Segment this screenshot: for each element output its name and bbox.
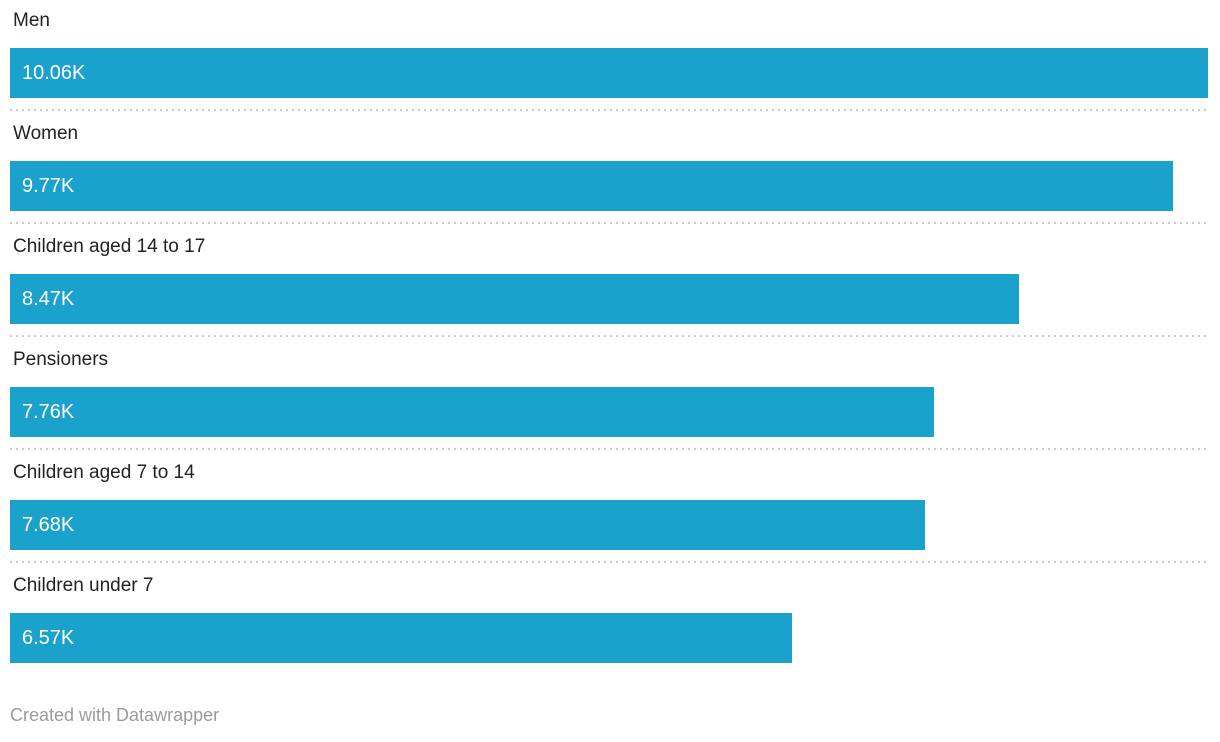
bar: 6.57K	[10, 613, 793, 663]
category-label: Children under 7	[13, 575, 154, 596]
chart-footer: Created with Datawrapper	[10, 703, 1220, 727]
bar: 8.47K	[10, 274, 1019, 324]
bar-row: Women 9.77K	[10, 121, 1208, 211]
bar-value-label: 9.77K	[22, 174, 75, 197]
bar: 9.77K	[10, 161, 1174, 211]
bar: 10.06K	[10, 48, 1208, 98]
row-separator	[10, 222, 1208, 224]
row-separator	[10, 335, 1208, 337]
bar: 7.76K	[10, 387, 935, 437]
category-label: Children aged 7 to 14	[13, 462, 195, 483]
row-separator	[10, 561, 1208, 563]
bar-value-label: 7.76K	[22, 400, 75, 423]
bar-row: Men 10.06K	[10, 8, 1208, 98]
row-separator	[10, 448, 1208, 450]
category-label: Children aged 14 to 17	[13, 236, 206, 257]
bar-value-label: 6.57K	[22, 626, 75, 649]
bar-row: Pensioners 7.76K	[10, 347, 1208, 437]
bar-value-label: 10.06K	[22, 61, 86, 84]
bar-value-label: 7.68K	[22, 513, 75, 536]
datawrapper-credit-link[interactable]: Created with Datawrapper	[10, 705, 220, 725]
bar-row: Children aged 7 to 14 7.68K	[10, 460, 1208, 550]
bar-row: Children aged 14 to 17 8.47K	[10, 234, 1208, 324]
bar-value-label: 8.47K	[22, 287, 75, 310]
category-label: Pensioners	[13, 349, 109, 370]
row-separator	[10, 109, 1208, 111]
bar-row: Children under 7 6.57K	[10, 573, 1208, 663]
bar-chart: Men 10.06K Women 9.77K Children aged 14 …	[10, 8, 1208, 663]
bar: 7.68K	[10, 500, 925, 550]
category-label: Men	[13, 10, 50, 31]
category-label: Women	[13, 123, 79, 144]
